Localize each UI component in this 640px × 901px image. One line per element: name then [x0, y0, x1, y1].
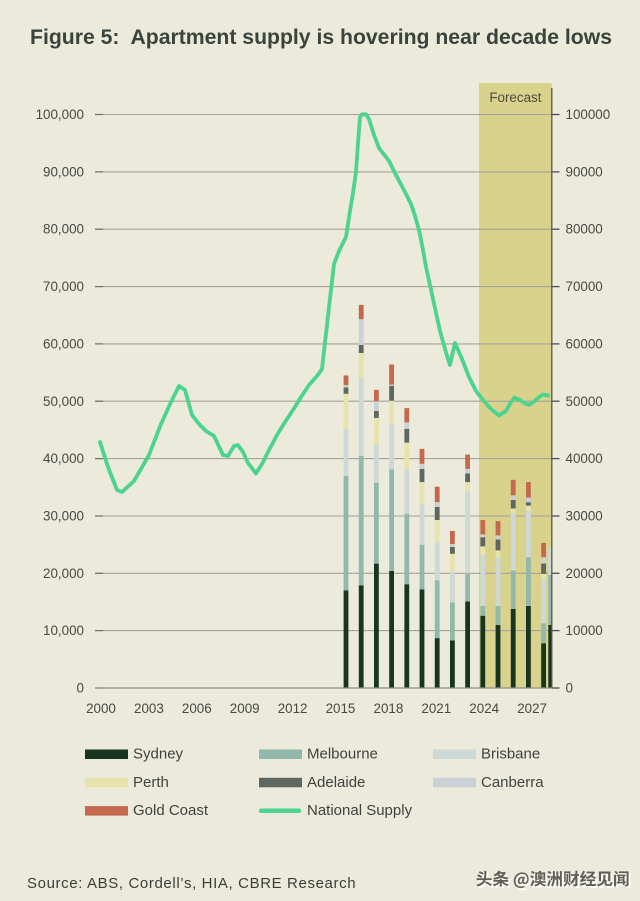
svg-text:Forecast: Forecast [489, 90, 541, 105]
svg-text:90,000: 90,000 [43, 164, 84, 179]
svg-text:2027: 2027 [517, 701, 547, 716]
svg-text:60000: 60000 [566, 336, 603, 351]
svg-text:50000: 50000 [566, 394, 603, 409]
svg-text:Source: ABS, Cordell’s, HIA, C: Source: ABS, Cordell’s, HIA, CBRE Resear… [27, 875, 356, 892]
svg-text:Perth: Perth [133, 774, 169, 791]
svg-text:Canberra: Canberra [481, 774, 544, 791]
svg-text:Figure 5: Apartment supply is: Figure 5: Apartment supply is hovering n… [30, 26, 612, 49]
svg-text:70,000: 70,000 [43, 279, 84, 294]
svg-text:2009: 2009 [230, 701, 260, 716]
svg-text:10,000: 10,000 [43, 623, 84, 638]
svg-text:20,000: 20,000 [43, 566, 84, 581]
svg-text:2018: 2018 [374, 701, 404, 716]
svg-text:Sydney: Sydney [133, 746, 184, 763]
svg-text:70000: 70000 [566, 279, 603, 294]
svg-text:10000: 10000 [566, 623, 603, 638]
svg-text:30,000: 30,000 [43, 509, 84, 524]
svg-text:30000: 30000 [566, 509, 603, 524]
svg-text:20000: 20000 [566, 566, 603, 581]
svg-text:40,000: 40,000 [43, 451, 84, 466]
svg-text:2024: 2024 [469, 701, 499, 716]
svg-text:100000: 100000 [566, 107, 611, 122]
svg-text:40000: 40000 [566, 451, 603, 466]
svg-text:Gold Coast: Gold Coast [133, 802, 209, 819]
svg-text:2012: 2012 [278, 701, 308, 716]
svg-text:0: 0 [77, 681, 84, 696]
svg-text:Brisbane: Brisbane [481, 746, 540, 763]
svg-text:100,000: 100,000 [36, 107, 84, 122]
svg-text:90000: 90000 [566, 164, 603, 179]
svg-text:2006: 2006 [182, 701, 212, 716]
svg-text:0: 0 [566, 681, 573, 696]
svg-text:2003: 2003 [134, 701, 164, 716]
svg-text:60,000: 60,000 [43, 336, 84, 351]
svg-text:2021: 2021 [421, 701, 451, 716]
svg-text:2000: 2000 [86, 701, 116, 716]
svg-text:80,000: 80,000 [43, 222, 84, 237]
svg-text:50,000: 50,000 [43, 394, 84, 409]
svg-text:80000: 80000 [566, 222, 603, 237]
svg-text:Melbourne: Melbourne [307, 746, 378, 763]
svg-text:Adelaide: Adelaide [307, 774, 365, 791]
svg-text:National Supply: National Supply [307, 802, 413, 819]
svg-text:2015: 2015 [326, 701, 356, 716]
